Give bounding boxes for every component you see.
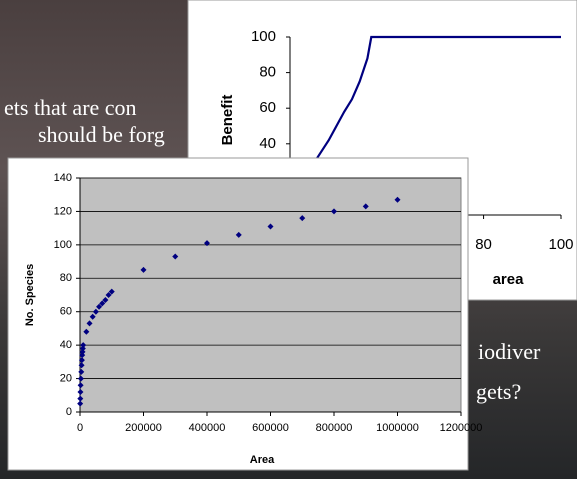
x-tick-label: 800000 [316,422,353,434]
x-tick-label: 1200000 [440,422,483,434]
plot-area [80,178,461,412]
y-tick-label: 80 [259,64,276,81]
y-tick-label: 40 [259,135,276,152]
x-tick-label: 0 [77,422,83,434]
y-tick-label: 40 [60,339,72,351]
y-axis-label: Benefit [219,95,236,146]
x-tick-label: 400000 [189,422,226,434]
y-tick-label: 120 [54,205,72,217]
slide-text: gets? [476,379,521,404]
x-tick-label: 1000000 [376,422,419,434]
slide-text: should be forg [38,122,165,147]
y-tick-label: 100 [251,28,276,45]
y-axis-label: No. Species [24,264,36,326]
y-tick-label: 80 [60,272,72,284]
x-tick-label: 200000 [125,422,162,434]
x-tick-label: 80 [475,236,492,253]
y-tick-label: 60 [259,99,276,116]
x-axis-label: Area [250,454,275,466]
y-tick-label: 0 [66,406,72,418]
y-tick-label: 100 [54,239,72,251]
y-tick-label: 140 [54,172,72,184]
y-tick-label: 20 [60,372,72,384]
slide-text: iodiver [478,339,541,364]
x-tick-label: 100 [548,236,573,253]
y-tick-label: 60 [60,306,72,318]
x-axis-label: area [493,271,525,288]
x-tick-label: 600000 [252,422,289,434]
slide-text: ets that are con [4,95,137,120]
slide: ets that are con should be forg iodiver … [0,0,577,479]
